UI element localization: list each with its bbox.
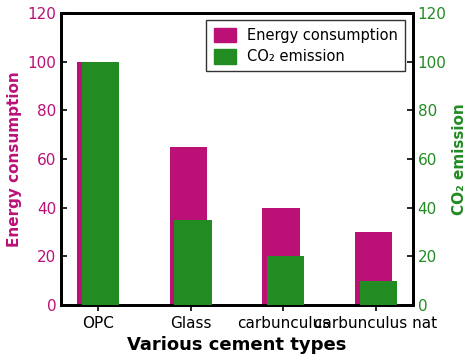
- Bar: [174, 220, 211, 305]
- Bar: [77, 62, 114, 305]
- Bar: [267, 256, 304, 305]
- Y-axis label: CO₂ emission: CO₂ emission: [452, 103, 467, 215]
- Bar: [170, 147, 207, 305]
- Legend: Energy consumption, CO₂ emission: Energy consumption, CO₂ emission: [207, 20, 405, 71]
- Bar: [82, 62, 119, 305]
- Bar: [360, 281, 397, 305]
- Bar: [263, 208, 300, 305]
- Y-axis label: Energy consumption: Energy consumption: [7, 71, 22, 247]
- X-axis label: Various cement types: Various cement types: [128, 336, 346, 354]
- Bar: [355, 232, 392, 305]
